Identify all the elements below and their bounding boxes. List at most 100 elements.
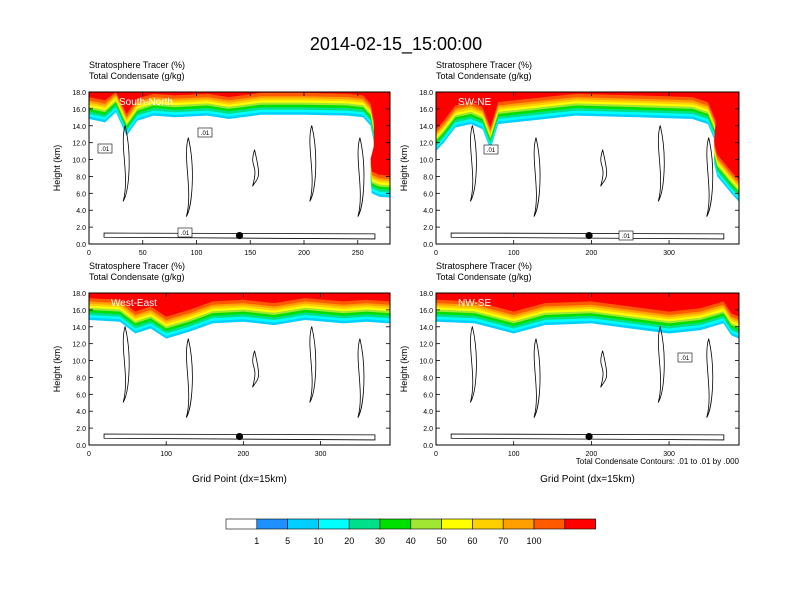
contour-label: .01 <box>622 234 631 240</box>
x-axis-label: Grid Point (dx=15km) <box>540 474 635 485</box>
x-axis-label: Grid Point (dx=15km) <box>192 474 287 485</box>
x-tick-label: 200 <box>586 451 598 458</box>
y-tick-label: 8.0 <box>423 375 433 382</box>
y-axis-label: Height (km) <box>52 145 62 192</box>
y-tick-label: 14.0 <box>419 124 433 131</box>
contour-label-box <box>483 144 499 155</box>
contour-label-box <box>177 227 193 238</box>
x-tick-label: 100 <box>160 451 172 458</box>
x-tick-label: 0 <box>434 250 438 257</box>
colorbar-label: 100 <box>526 536 541 546</box>
x-tick-label: 100 <box>191 250 203 257</box>
panels-group: Stratosphere Tracer (%)Total Condensate … <box>52 60 740 485</box>
colorbar-swatch <box>441 518 473 530</box>
y-tick-label: 4.0 <box>76 208 86 215</box>
panel-label-condensate: Total Condensate (g/kg) <box>89 71 185 81</box>
x-tick-label: 300 <box>663 250 675 257</box>
colorbar-swatch <box>502 518 535 530</box>
y-tick-label: 8.0 <box>76 174 86 181</box>
x-tick-label: 200 <box>298 250 310 257</box>
colorbar-label: 50 <box>437 536 447 546</box>
tracer-field <box>436 92 739 244</box>
tracer-field <box>89 293 390 445</box>
y-tick-label: 12.0 <box>72 342 86 349</box>
x-tick-label: 0 <box>87 250 91 257</box>
contour-label: .01 <box>201 131 210 137</box>
x-tick-label: 50 <box>139 250 147 257</box>
contour-note: Total Condensate Contours: .01 to .01 by… <box>576 457 740 466</box>
y-tick-label: 10.0 <box>72 359 86 366</box>
colorbar-label: 30 <box>375 536 385 546</box>
colorbar-swatch <box>533 518 566 530</box>
y-tick-label: 0.0 <box>423 443 433 450</box>
panel-label-tracer: Stratosphere Tracer (%) <box>89 60 185 70</box>
y-tick-label: 12.0 <box>72 141 86 148</box>
y-tick-label: 10.0 <box>419 158 433 165</box>
condensate-contours <box>103 125 376 240</box>
y-tick-label: 2.0 <box>423 225 433 232</box>
plot-frame <box>435 91 740 245</box>
y-tick-label: 6.0 <box>423 392 433 399</box>
panel-title: West-East <box>111 298 157 309</box>
colorbar-swatch <box>287 518 319 530</box>
panel-label-tracer: Stratosphere Tracer (%) <box>436 60 532 70</box>
y-tick-label: 18.0 <box>72 291 86 298</box>
x-tick-label: 200 <box>238 451 250 458</box>
colorbar-swatch <box>472 518 504 530</box>
panel-south-north: Stratosphere Tracer (%)Total Condensate … <box>52 60 391 257</box>
colorbar-label: 20 <box>344 536 354 546</box>
y-tick-label: 6.0 <box>423 191 433 198</box>
tracer-band <box>436 92 739 200</box>
panel-label-tracer: Stratosphere Tracer (%) <box>89 261 185 271</box>
tracer-band <box>89 293 390 317</box>
y-tick-label: 12.0 <box>419 342 433 349</box>
y-axis-label: Height (km) <box>399 346 409 393</box>
panel-label-condensate: Total Condensate (g/kg) <box>89 272 185 282</box>
condensate-contours <box>103 326 376 441</box>
y-tick-label: 0.0 <box>423 242 433 249</box>
colorbar-label: 1 <box>254 536 259 546</box>
y-tick-label: 8.0 <box>423 174 433 181</box>
plot-frame <box>88 91 391 245</box>
contour-label: .01 <box>681 356 690 362</box>
x-tick-label: 150 <box>244 250 256 257</box>
x-tick-label: 300 <box>315 451 327 458</box>
contour-label-box <box>618 230 634 241</box>
panel-label-tracer: Stratosphere Tracer (%) <box>436 261 532 271</box>
colorbar-label: 5 <box>285 536 290 546</box>
y-tick-label: 16.0 <box>72 308 86 315</box>
tracer-band <box>436 293 739 317</box>
colorbar-swatch <box>410 518 442 530</box>
panel-nw-se: Stratosphere Tracer (%) Total Condensate … <box>399 261 740 485</box>
y-tick-label: 16.0 <box>419 308 433 315</box>
contour-label: .01 <box>181 231 190 237</box>
tracer-field <box>89 92 390 244</box>
x-tick-label: 0 <box>434 451 438 458</box>
y-tick-label: 18.0 <box>419 291 433 298</box>
y-tick-label: 2.0 <box>76 426 86 433</box>
colorbar: 1 5 10 20 30 40 50 60 70 100 <box>225 518 596 546</box>
x-tick-label: 300 <box>663 451 675 458</box>
contour-label-box <box>677 352 693 363</box>
y-tick-label: 6.0 <box>76 392 86 399</box>
x-tick-label: 200 <box>586 250 598 257</box>
x-tick-label: 250 <box>352 250 364 257</box>
tracer-band <box>89 92 390 179</box>
y-tick-label: 16.0 <box>72 107 86 114</box>
colorbar-label: 40 <box>406 536 416 546</box>
colorbar-swatch <box>348 518 381 530</box>
colorbar-label: 70 <box>498 536 508 546</box>
y-tick-label: 8.0 <box>76 375 86 382</box>
tracer-field <box>436 293 739 445</box>
y-tick-label: 4.0 <box>423 409 433 416</box>
y-tick-label: 18.0 <box>419 90 433 97</box>
panel-title: SW-NE <box>458 97 491 108</box>
x-tick-label: 100 <box>508 451 520 458</box>
colorbar-swatch <box>225 518 258 530</box>
figure-title: 2014-02-15_15:00:00 <box>310 34 482 55</box>
colorbar-swatch <box>379 518 412 530</box>
y-tick-label: 18.0 <box>72 90 86 97</box>
panel-title: NW-SE <box>458 298 491 309</box>
panel-label-condensate: Total Condensate (g/kg) <box>436 71 532 81</box>
